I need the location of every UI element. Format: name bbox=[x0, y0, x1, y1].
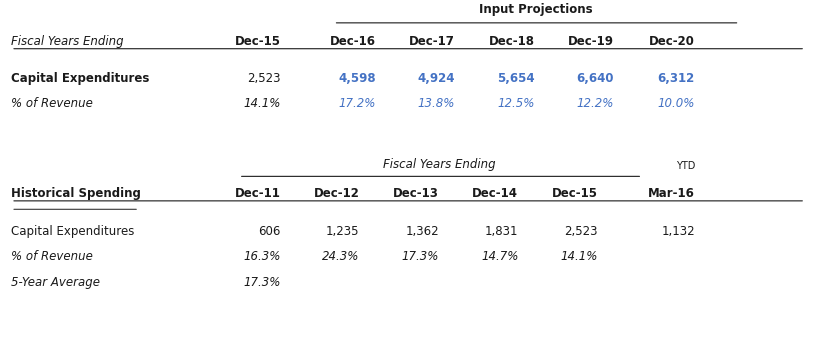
Text: Fiscal Years Ending: Fiscal Years Ending bbox=[383, 158, 496, 171]
Text: 13.8%: 13.8% bbox=[418, 97, 455, 110]
Text: 6,640: 6,640 bbox=[576, 72, 614, 85]
Text: Historical Spending: Historical Spending bbox=[11, 187, 141, 200]
Text: 24.3%: 24.3% bbox=[322, 250, 359, 264]
Text: Dec-20: Dec-20 bbox=[649, 35, 695, 48]
Text: YTD: YTD bbox=[676, 161, 695, 171]
Text: Dec-13: Dec-13 bbox=[393, 187, 439, 200]
Text: 16.3%: 16.3% bbox=[244, 250, 281, 264]
Text: Dec-11: Dec-11 bbox=[235, 187, 281, 200]
Text: Dec-19: Dec-19 bbox=[568, 35, 614, 48]
Text: Capital Expenditures: Capital Expenditures bbox=[11, 225, 134, 238]
Text: 5-Year Average: 5-Year Average bbox=[11, 276, 100, 289]
Text: 10.0%: 10.0% bbox=[658, 97, 695, 110]
Text: Fiscal Years Ending: Fiscal Years Ending bbox=[11, 35, 124, 48]
Text: 1,235: 1,235 bbox=[326, 225, 359, 238]
Text: 2,523: 2,523 bbox=[247, 72, 281, 85]
Text: Dec-12: Dec-12 bbox=[314, 187, 359, 200]
Text: Dec-17: Dec-17 bbox=[409, 35, 455, 48]
Text: Input Projections: Input Projections bbox=[479, 3, 592, 16]
Text: 17.2%: 17.2% bbox=[338, 97, 376, 110]
Text: Dec-14: Dec-14 bbox=[472, 187, 519, 200]
Text: 12.5%: 12.5% bbox=[497, 97, 534, 110]
Text: 2,523: 2,523 bbox=[564, 225, 598, 238]
Text: Dec-15: Dec-15 bbox=[235, 35, 281, 48]
Text: 17.3%: 17.3% bbox=[244, 276, 281, 289]
Text: 1,831: 1,831 bbox=[485, 225, 519, 238]
Text: Dec-15: Dec-15 bbox=[552, 187, 598, 200]
Text: 4,598: 4,598 bbox=[338, 72, 376, 85]
Text: 14.1%: 14.1% bbox=[560, 250, 598, 264]
Text: Dec-16: Dec-16 bbox=[330, 35, 376, 48]
Text: % of Revenue: % of Revenue bbox=[11, 97, 93, 110]
Text: 14.1%: 14.1% bbox=[244, 97, 281, 110]
Text: 1,362: 1,362 bbox=[406, 225, 439, 238]
Text: Capital Expenditures: Capital Expenditures bbox=[11, 72, 150, 85]
Text: 6,312: 6,312 bbox=[658, 72, 695, 85]
Text: 14.7%: 14.7% bbox=[481, 250, 519, 264]
Text: 17.3%: 17.3% bbox=[402, 250, 439, 264]
Text: Dec-18: Dec-18 bbox=[489, 35, 534, 48]
Text: 4,924: 4,924 bbox=[418, 72, 455, 85]
Text: % of Revenue: % of Revenue bbox=[11, 250, 93, 264]
Text: 12.2%: 12.2% bbox=[576, 97, 614, 110]
Text: 5,654: 5,654 bbox=[497, 72, 534, 85]
Text: 1,132: 1,132 bbox=[661, 225, 695, 238]
Text: 606: 606 bbox=[259, 225, 281, 238]
Text: Mar-16: Mar-16 bbox=[648, 187, 695, 200]
